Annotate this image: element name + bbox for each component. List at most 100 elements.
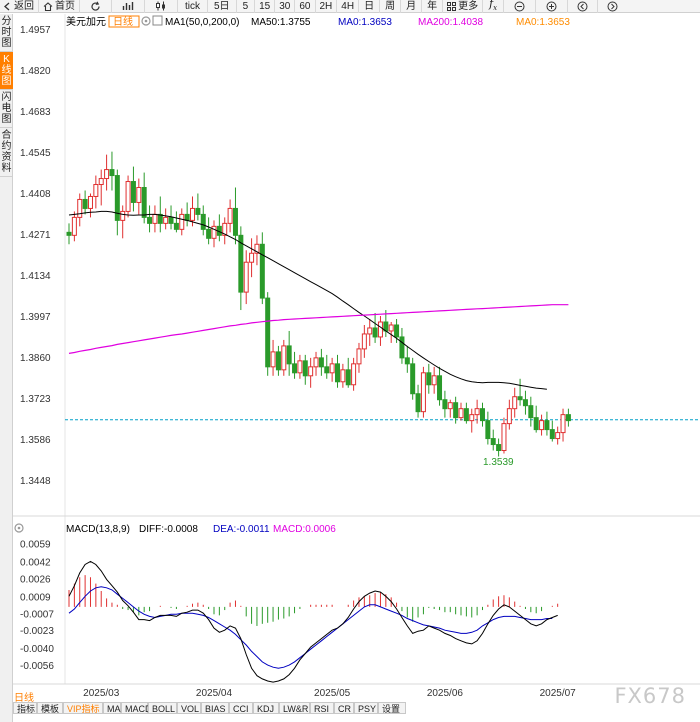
indicator-tab[interactable]: LW&R bbox=[279, 702, 310, 714]
indicator-tab[interactable]: VIP指标 bbox=[63, 702, 103, 714]
candle bbox=[340, 363, 346, 388]
indicator-tab[interactable]: RSI bbox=[310, 702, 334, 714]
candle-body bbox=[431, 375, 437, 386]
candle-body bbox=[463, 408, 469, 422]
price-tick-label: 1.3723 bbox=[20, 394, 51, 405]
candle bbox=[356, 342, 362, 373]
period-30min[interactable]: 30 bbox=[275, 0, 296, 13]
period-5min[interactable]: 5 bbox=[237, 0, 256, 13]
price-tick-label: 1.4545 bbox=[20, 148, 51, 159]
candle-style-button[interactable] bbox=[145, 0, 178, 13]
period-4h[interactable]: 4H bbox=[337, 0, 360, 13]
indicator-tab[interactable]: KDJ bbox=[253, 702, 279, 714]
legend-toggle-icon bbox=[152, 15, 163, 26]
candle bbox=[275, 345, 281, 376]
candle bbox=[109, 151, 115, 191]
arrow-right-circle-icon bbox=[607, 1, 618, 11]
symbol-name: 美元加元 bbox=[66, 15, 106, 28]
candle bbox=[404, 345, 410, 373]
period-label: 2H bbox=[319, 0, 333, 12]
chart-area[interactable]: 1.4957 1.4820 1.4683 1.4545 1.4408 1.4271 1.41… bbox=[13, 14, 700, 700]
macd-tick-label: -0.0056 bbox=[20, 661, 54, 672]
candle-body bbox=[87, 195, 93, 209]
indicator-tab[interactable]: MACD bbox=[121, 702, 152, 714]
macd-settings-icon[interactable] bbox=[14, 523, 24, 533]
candle-body bbox=[539, 420, 545, 431]
candle-body bbox=[377, 321, 383, 338]
price-axis: 1.4957 1.4820 1.4683 1.4545 1.4408 1.4271 1.41… bbox=[20, 25, 51, 487]
tab-contract-info[interactable]: 合约资料 bbox=[0, 128, 13, 177]
candle bbox=[184, 202, 190, 227]
candle bbox=[222, 217, 228, 245]
period-2h[interactable]: 2H bbox=[316, 0, 338, 13]
candle-body bbox=[168, 216, 174, 224]
candle bbox=[238, 226, 244, 311]
indicator-tab[interactable]: CR bbox=[334, 702, 354, 714]
tab-flash[interactable]: 闪电图 bbox=[0, 90, 13, 128]
tick-button[interactable]: tick bbox=[178, 0, 208, 13]
candle-body bbox=[490, 438, 496, 446]
formula-button[interactable]: fx bbox=[483, 0, 505, 13]
candle-body bbox=[479, 408, 485, 422]
candle-body bbox=[71, 216, 77, 236]
indicator-tab[interactable]: BIAS bbox=[201, 702, 229, 714]
chart-type-button[interactable] bbox=[112, 0, 145, 13]
candle bbox=[335, 354, 340, 388]
candle-body bbox=[270, 351, 276, 368]
home-button[interactable]: 首页 bbox=[39, 0, 80, 13]
candle-body bbox=[415, 393, 421, 413]
indicator-tab[interactable]: VOL bbox=[177, 702, 201, 714]
period-60min[interactable]: 60 bbox=[295, 0, 316, 13]
scroll-left-button[interactable] bbox=[568, 0, 599, 13]
candle bbox=[329, 357, 335, 382]
candle bbox=[367, 319, 373, 346]
candle bbox=[152, 205, 158, 233]
scroll-right-button[interactable] bbox=[598, 0, 627, 13]
candle-body bbox=[565, 414, 571, 422]
period-label: 15 bbox=[259, 0, 271, 12]
indicator-tab[interactable]: CCI bbox=[229, 702, 253, 714]
period-5day[interactable]: 5日 bbox=[208, 0, 237, 13]
candle bbox=[302, 354, 308, 385]
settings-icon[interactable] bbox=[141, 16, 151, 26]
candle-body bbox=[243, 261, 249, 293]
period-15min[interactable]: 15 bbox=[255, 0, 276, 13]
period-month[interactable]: 月 bbox=[401, 0, 423, 13]
candle-body bbox=[93, 184, 99, 197]
indicator-tab[interactable]: BOLL bbox=[148, 702, 177, 714]
zoom-out-button[interactable] bbox=[504, 0, 537, 13]
tab-kline[interactable]: K线图 bbox=[0, 52, 13, 90]
refresh-button[interactable] bbox=[80, 0, 112, 13]
period-day[interactable]: 日 bbox=[359, 0, 381, 13]
candle bbox=[120, 205, 126, 239]
period-year[interactable]: 年 bbox=[422, 0, 444, 13]
candle bbox=[539, 414, 545, 436]
candle-body bbox=[136, 187, 142, 203]
zoom-in-button[interactable] bbox=[536, 0, 569, 13]
tab-timeshare[interactable]: 分时图 bbox=[0, 14, 13, 52]
indicator-tab[interactable]: PSY bbox=[354, 702, 378, 714]
price-tick-label: 1.4820 bbox=[20, 66, 51, 77]
candle bbox=[533, 405, 539, 433]
more-button[interactable]: 更多 bbox=[443, 0, 484, 13]
candle-body bbox=[232, 207, 238, 236]
indicator-tab[interactable]: 指标 bbox=[13, 702, 37, 714]
candle-body bbox=[544, 420, 550, 431]
period-week[interactable]: 周 bbox=[380, 0, 402, 13]
candle-body bbox=[98, 178, 104, 186]
candle bbox=[190, 196, 196, 227]
candle bbox=[361, 324, 367, 358]
candle bbox=[458, 402, 464, 421]
indicator-tab[interactable]: MA bbox=[103, 702, 121, 714]
indicator-tab[interactable]: 模板 bbox=[37, 702, 63, 714]
candle-body bbox=[356, 348, 362, 365]
candle bbox=[512, 387, 518, 418]
candle bbox=[388, 321, 394, 343]
back-button[interactable]: 返回 bbox=[0, 0, 39, 13]
chart-grid bbox=[13, 14, 700, 685]
candle-body bbox=[496, 444, 502, 452]
indicator-tab[interactable]: 设置 bbox=[378, 702, 406, 714]
candle-body bbox=[308, 366, 314, 377]
candle bbox=[377, 316, 383, 346]
refresh-icon bbox=[91, 1, 100, 11]
